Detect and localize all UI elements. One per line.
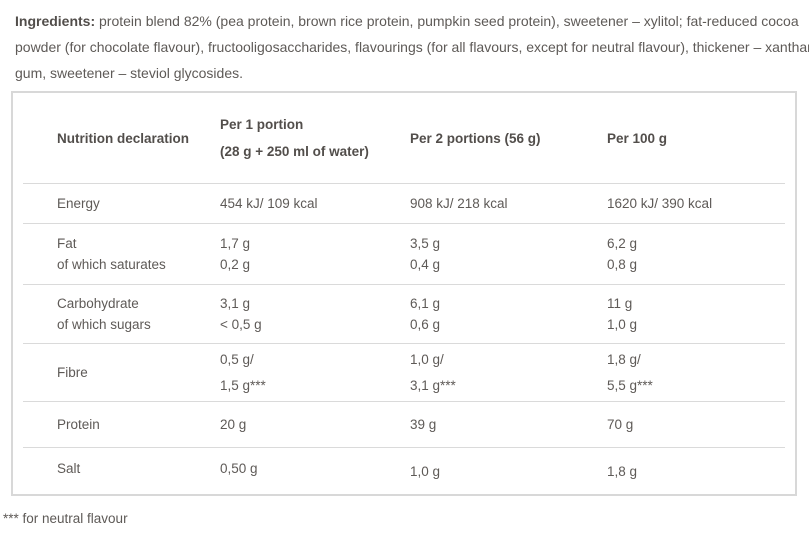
table-row-fat: Fat of which saturates 1,7 g 0,2 g 3,5 g…: [23, 223, 785, 284]
nutrition-table: Nutrition declaration Per 1 portion (28 …: [11, 91, 797, 496]
carbohydrate-per-2-portions: 6,1 g 0,6 g: [410, 285, 607, 343]
value-text: 39 g: [410, 417, 437, 432]
header-col2-line1: Per 1 portion: [220, 117, 304, 132]
header-col2-line2: (28 g + 250 ml of water): [220, 144, 369, 159]
value-text: 1,8 g: [607, 463, 638, 479]
ingredients-line-2: powder (for chocolate flavour), fructool…: [15, 39, 809, 55]
value-text: 1,0 g: [410, 463, 441, 479]
row-label-protein: Protein: [23, 402, 220, 447]
value-text: 11 g: [607, 296, 633, 311]
value-text: 0,50 g: [220, 460, 258, 476]
fibre-per-1-portion: 0,5 g/ 1,5 g***: [220, 344, 410, 401]
value-text: 0,5 g/: [220, 351, 254, 367]
value-text: 3,1 g***: [410, 377, 456, 393]
row-label-energy: Energy: [23, 184, 220, 223]
value-text: 0,4 g: [410, 257, 441, 272]
header-col3-label: Per 2 portions (56 g): [410, 130, 541, 146]
value-text: 1,0 g: [607, 317, 638, 332]
value-text: 908 kJ/ 218 kcal: [410, 196, 508, 211]
row-label-fat: Fat of which saturates: [23, 224, 220, 284]
ingredients-paragraph: Ingredients: protein blend 82% (pea prot…: [15, 8, 809, 86]
ingredients-line-1: Ingredients: protein blend 82% (pea prot…: [15, 8, 805, 34]
row-label-text: Energy: [57, 196, 100, 211]
energy-per-1-portion: 454 kJ/ 109 kcal: [220, 184, 410, 223]
value-text: < 0,5 g: [220, 317, 262, 332]
header-per-2-portions: Per 2 portions (56 g): [410, 93, 607, 183]
value-text: 1,8 g/: [607, 351, 641, 367]
value-text: 0,8 g: [607, 257, 638, 272]
fat-per-1-portion: 1,7 g 0,2 g: [220, 224, 410, 284]
value-text: 70 g: [607, 417, 634, 432]
header-col4-label: Per 100 g: [607, 130, 668, 146]
value-text: 6,1 g: [410, 296, 441, 311]
salt-per-100g: 1,8 g: [607, 448, 785, 494]
row-label-text: Fat: [57, 236, 77, 251]
value-text: 0,6 g: [410, 317, 441, 332]
header-nutrition-declaration: Nutrition declaration: [23, 93, 220, 183]
row-sublabel-text: of which saturates: [57, 257, 166, 272]
energy-per-2-portions: 908 kJ/ 218 kcal: [410, 184, 607, 223]
row-label-text: Fibre: [57, 365, 88, 380]
salt-per-1-portion: 0,50 g: [220, 448, 410, 494]
table-header-row: Nutrition declaration Per 1 portion (28 …: [23, 93, 785, 183]
ingredients-line-3: gum, sweetener – steviol glycosides.: [15, 65, 243, 81]
value-text: 3,1 g: [220, 296, 251, 311]
fibre-per-100g: 1,8 g/ 5,5 g***: [607, 344, 785, 401]
salt-per-2-portions: 1,0 g: [410, 448, 607, 494]
fibre-per-2-portions: 1,0 g/ 3,1 g***: [410, 344, 607, 401]
fat-per-2-portions: 3,5 g 0,4 g: [410, 224, 607, 284]
row-label-text: Carbohydrate: [57, 296, 139, 311]
value-text: 1,0 g/: [410, 351, 444, 367]
value-text: 454 kJ/ 109 kcal: [220, 196, 318, 211]
row-label-fibre: Fibre: [23, 344, 220, 401]
value-text: 1,7 g: [220, 236, 251, 251]
protein-per-100g: 70 g: [607, 402, 785, 447]
value-text: 5,5 g***: [607, 377, 653, 393]
fat-per-100g: 6,2 g 0,8 g: [607, 224, 785, 284]
row-label-text: Protein: [57, 417, 100, 432]
table-row-fibre: Fibre 0,5 g/ 1,5 g*** 1,0 g/ 3,1 g*** 1,…: [23, 343, 785, 401]
table-row-carbohydrate: Carbohydrate of which sugars 3,1 g < 0,5…: [23, 284, 785, 343]
carbohydrate-per-1-portion: 3,1 g < 0,5 g: [220, 285, 410, 343]
header-col1-label: Nutrition declaration: [57, 130, 190, 146]
protein-per-2-portions: 39 g: [410, 402, 607, 447]
row-label-text: Salt: [57, 460, 81, 476]
table-row-energy: Energy 454 kJ/ 109 kcal 908 kJ/ 218 kcal…: [23, 183, 785, 223]
header-per-1-portion: Per 1 portion (28 g + 250 ml of water): [220, 93, 410, 183]
row-label-carbohydrate: Carbohydrate of which sugars: [23, 285, 220, 343]
value-text: 6,2 g: [607, 236, 638, 251]
value-text: 0,2 g: [220, 257, 251, 272]
protein-per-1-portion: 20 g: [220, 402, 410, 447]
value-text: 20 g: [220, 417, 247, 432]
value-text: 1620 kJ/ 390 kcal: [607, 196, 713, 211]
value-text: 3,5 g: [410, 236, 441, 251]
carbohydrate-per-100g: 11 g 1,0 g: [607, 285, 785, 343]
row-sublabel-text: of which sugars: [57, 317, 151, 332]
energy-per-100g: 1620 kJ/ 390 kcal: [607, 184, 785, 223]
table-row-protein: Protein 20 g 39 g 70 g: [23, 401, 785, 447]
row-label-salt: Salt: [23, 448, 220, 494]
value-text: 1,5 g***: [220, 377, 266, 393]
table-row-salt: Salt 0,50 g 1,0 g 1,8 g: [23, 447, 785, 494]
header-per-100g: Per 100 g: [607, 93, 785, 183]
ingredients-line-1-text: protein blend 82% (pea protein, brown ri…: [95, 13, 799, 29]
ingredients-label: Ingredients:: [15, 13, 96, 29]
footnote-neutral-flavour: *** for neutral flavour: [3, 511, 128, 526]
